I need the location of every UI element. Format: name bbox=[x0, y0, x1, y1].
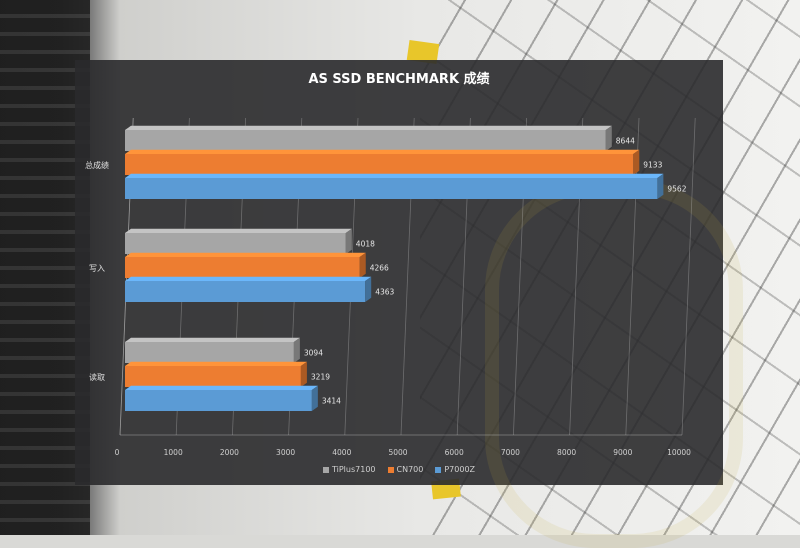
legend-item: TiPlus7100 bbox=[322, 465, 376, 474]
legend-swatch bbox=[322, 466, 329, 473]
bar-top-face bbox=[125, 385, 318, 390]
bar-top-face bbox=[125, 276, 372, 281]
category-label: 读取 bbox=[89, 372, 105, 382]
bar-top-face bbox=[125, 125, 612, 130]
bar-top-face bbox=[125, 228, 352, 233]
bar-top-face bbox=[125, 149, 640, 154]
bar-side-face bbox=[365, 276, 372, 302]
x-tick-label: 5000 bbox=[388, 448, 407, 457]
bar bbox=[125, 178, 658, 199]
legend-swatch bbox=[435, 466, 442, 473]
bar-side-face bbox=[657, 173, 664, 199]
bar bbox=[125, 130, 606, 151]
data-label: 8644 bbox=[616, 137, 635, 146]
bar bbox=[125, 154, 634, 175]
x-tick-label: 9000 bbox=[613, 448, 632, 457]
bar-side-face bbox=[293, 337, 300, 363]
legend-label: TiPlus7100 bbox=[331, 465, 376, 474]
bar bbox=[125, 257, 360, 278]
x-tick-label: 10000 bbox=[667, 448, 691, 457]
bar-side-face bbox=[359, 252, 366, 278]
data-label: 4018 bbox=[356, 240, 375, 249]
data-label: 4266 bbox=[370, 264, 389, 273]
x-tick-label: 6000 bbox=[445, 448, 464, 457]
bar-top-face bbox=[125, 252, 366, 257]
data-label: 3414 bbox=[322, 397, 341, 406]
bar bbox=[125, 366, 301, 387]
legend-label: CN700 bbox=[396, 465, 424, 474]
bar-top-face bbox=[125, 173, 664, 178]
bar bbox=[125, 342, 294, 363]
gridline bbox=[681, 117, 696, 436]
x-tick-label: 0 bbox=[115, 448, 120, 457]
x-tick-label: 2000 bbox=[220, 448, 239, 457]
bar bbox=[125, 281, 366, 302]
x-tick-label: 7000 bbox=[501, 448, 520, 457]
chart-panel: AS SSD BENCHMARK 成绩 0 1000 2000 3000 4000 500… bbox=[75, 60, 743, 548]
x-tick-label: 3000 bbox=[276, 448, 295, 457]
data-label: 9133 bbox=[643, 161, 662, 170]
legend-item: CN700 bbox=[387, 465, 424, 474]
chart-title: AS SSD BENCHMARK 成绩 bbox=[308, 72, 490, 87]
x-tick-label: 1000 bbox=[164, 448, 183, 457]
data-label: 3094 bbox=[304, 349, 323, 358]
bar-chart: 0 1000 2000 3000 4000 5000 6000 7000 8000 9000 100… bbox=[85, 117, 696, 457]
x-tick-label: 4000 bbox=[332, 448, 351, 457]
bar bbox=[125, 233, 346, 254]
bar-side-face bbox=[345, 228, 352, 254]
bar-top-face bbox=[125, 361, 307, 366]
x-tick-label: 8000 bbox=[557, 448, 576, 457]
category-label: 总成绩 bbox=[85, 160, 109, 170]
data-label: 9562 bbox=[667, 185, 686, 194]
bar-side-face bbox=[311, 385, 318, 411]
legend-label: P7000Z bbox=[444, 465, 476, 474]
chart-legend: TiPlus7100 CN700 P7000Z bbox=[75, 465, 723, 474]
data-label: 3219 bbox=[311, 373, 330, 382]
bar-side-face bbox=[300, 361, 307, 387]
bar-side-face bbox=[633, 149, 640, 175]
legend-item: P7000Z bbox=[435, 465, 475, 474]
bar-top-face bbox=[125, 337, 300, 342]
bar-side-face bbox=[605, 125, 612, 151]
bar bbox=[125, 390, 312, 411]
category-label: 写入 bbox=[89, 264, 105, 273]
data-label: 4363 bbox=[375, 288, 394, 297]
legend-swatch bbox=[387, 466, 394, 473]
